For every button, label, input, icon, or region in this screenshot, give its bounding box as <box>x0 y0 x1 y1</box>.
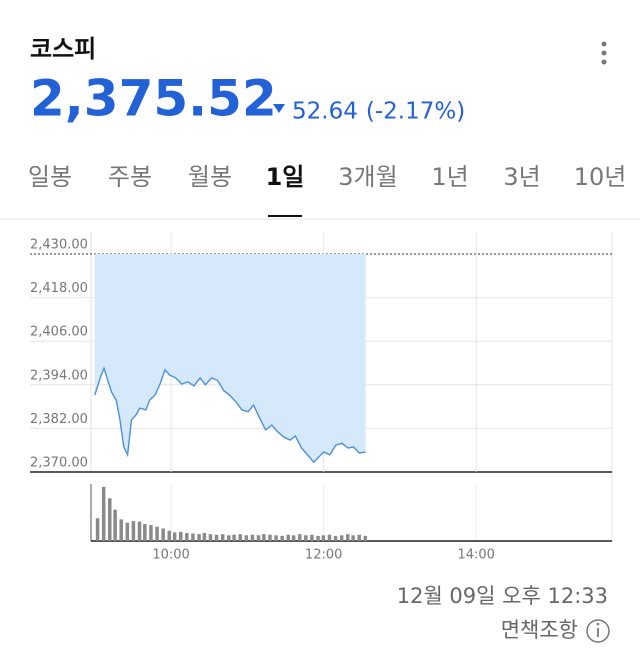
volume-bar <box>185 533 189 541</box>
tab[interactable]: 일봉 <box>28 163 72 191</box>
volume-bar <box>131 521 136 541</box>
volume-bar <box>161 528 165 541</box>
change: 52.64 <box>292 99 358 125</box>
volume-bar <box>297 534 302 541</box>
x-tick-label: 10:00 <box>152 548 189 563</box>
volume-bar <box>346 534 350 541</box>
volume-bar <box>280 535 284 541</box>
volume-bar <box>333 535 338 541</box>
tab[interactable]: 3년 <box>503 163 540 191</box>
volume-bar <box>108 498 112 541</box>
volume-bar <box>327 534 332 541</box>
tab[interactable]: 월봉 <box>188 163 232 191</box>
volume-bar <box>149 525 153 541</box>
volume-bar <box>191 533 195 541</box>
y-tick-label: 2,370.00 <box>30 456 88 471</box>
timestamp: 12월 09일 오후 12:33 <box>397 584 608 608</box>
volume-bar <box>95 518 100 541</box>
volume-bar <box>274 535 278 541</box>
volume-bar <box>316 535 320 541</box>
volume-bar <box>119 519 123 541</box>
volume-bar <box>220 534 225 541</box>
volume-bar <box>202 533 207 541</box>
volume-bar <box>137 521 142 541</box>
volume-bar <box>363 535 368 541</box>
volume-bar <box>268 534 272 541</box>
volume-bar <box>256 535 261 541</box>
y-tick-label: 2,394.00 <box>30 368 88 383</box>
x-tick-label: 14:00 <box>457 548 494 563</box>
volume-bar <box>113 509 117 541</box>
volume-bar <box>286 534 291 541</box>
tab[interactable]: 10년 <box>574 163 627 191</box>
volume-bar <box>291 535 296 541</box>
volume-bar <box>339 535 344 541</box>
tab[interactable]: 3개월 <box>338 163 397 191</box>
volume-bar <box>155 526 159 541</box>
volume-bar <box>321 535 326 541</box>
tab[interactable]: 주봉 <box>108 163 152 191</box>
volume-bar <box>304 535 308 541</box>
price: 2,375.52 <box>30 70 277 128</box>
area <box>94 254 366 463</box>
volume-bar <box>262 534 266 541</box>
volume-bar <box>310 534 314 541</box>
change-percent: (-2.17%) <box>366 99 465 125</box>
y-tick-label: 2,382.00 <box>30 412 88 427</box>
volume-bar <box>208 534 213 541</box>
volume-bar <box>125 522 130 541</box>
tab[interactable]: 1일 <box>266 163 305 191</box>
volume-bar <box>232 534 236 541</box>
x-tick-label: 12:00 <box>305 548 342 563</box>
volume-bar <box>101 486 106 541</box>
volume-bar <box>143 523 147 541</box>
disclaimer[interactable]: 면책조항 <box>501 618 578 642</box>
volume-bar <box>250 534 255 541</box>
volume-bar <box>214 534 219 541</box>
volume-bar <box>357 534 361 541</box>
volume-bar <box>172 532 177 541</box>
volume-bar <box>351 535 355 541</box>
tab[interactable]: 1년 <box>431 163 468 191</box>
volume-bar <box>197 534 201 541</box>
volume-bar <box>244 535 249 541</box>
down-arrow <box>273 104 285 113</box>
more-menu[interactable] <box>601 41 607 65</box>
price-line <box>94 365 366 464</box>
info-icon[interactable] <box>586 619 610 643</box>
y-tick-label: 2,406.00 <box>30 325 88 340</box>
y-tick-label: 2,418.00 <box>30 281 88 296</box>
volume-bar <box>227 535 231 541</box>
volume-bar <box>238 534 242 541</box>
volume-bar <box>167 530 172 541</box>
y-tick-label: 2,430.00 <box>30 238 88 253</box>
volume-bar <box>178 531 183 541</box>
index-title: 코스피 <box>30 35 96 63</box>
